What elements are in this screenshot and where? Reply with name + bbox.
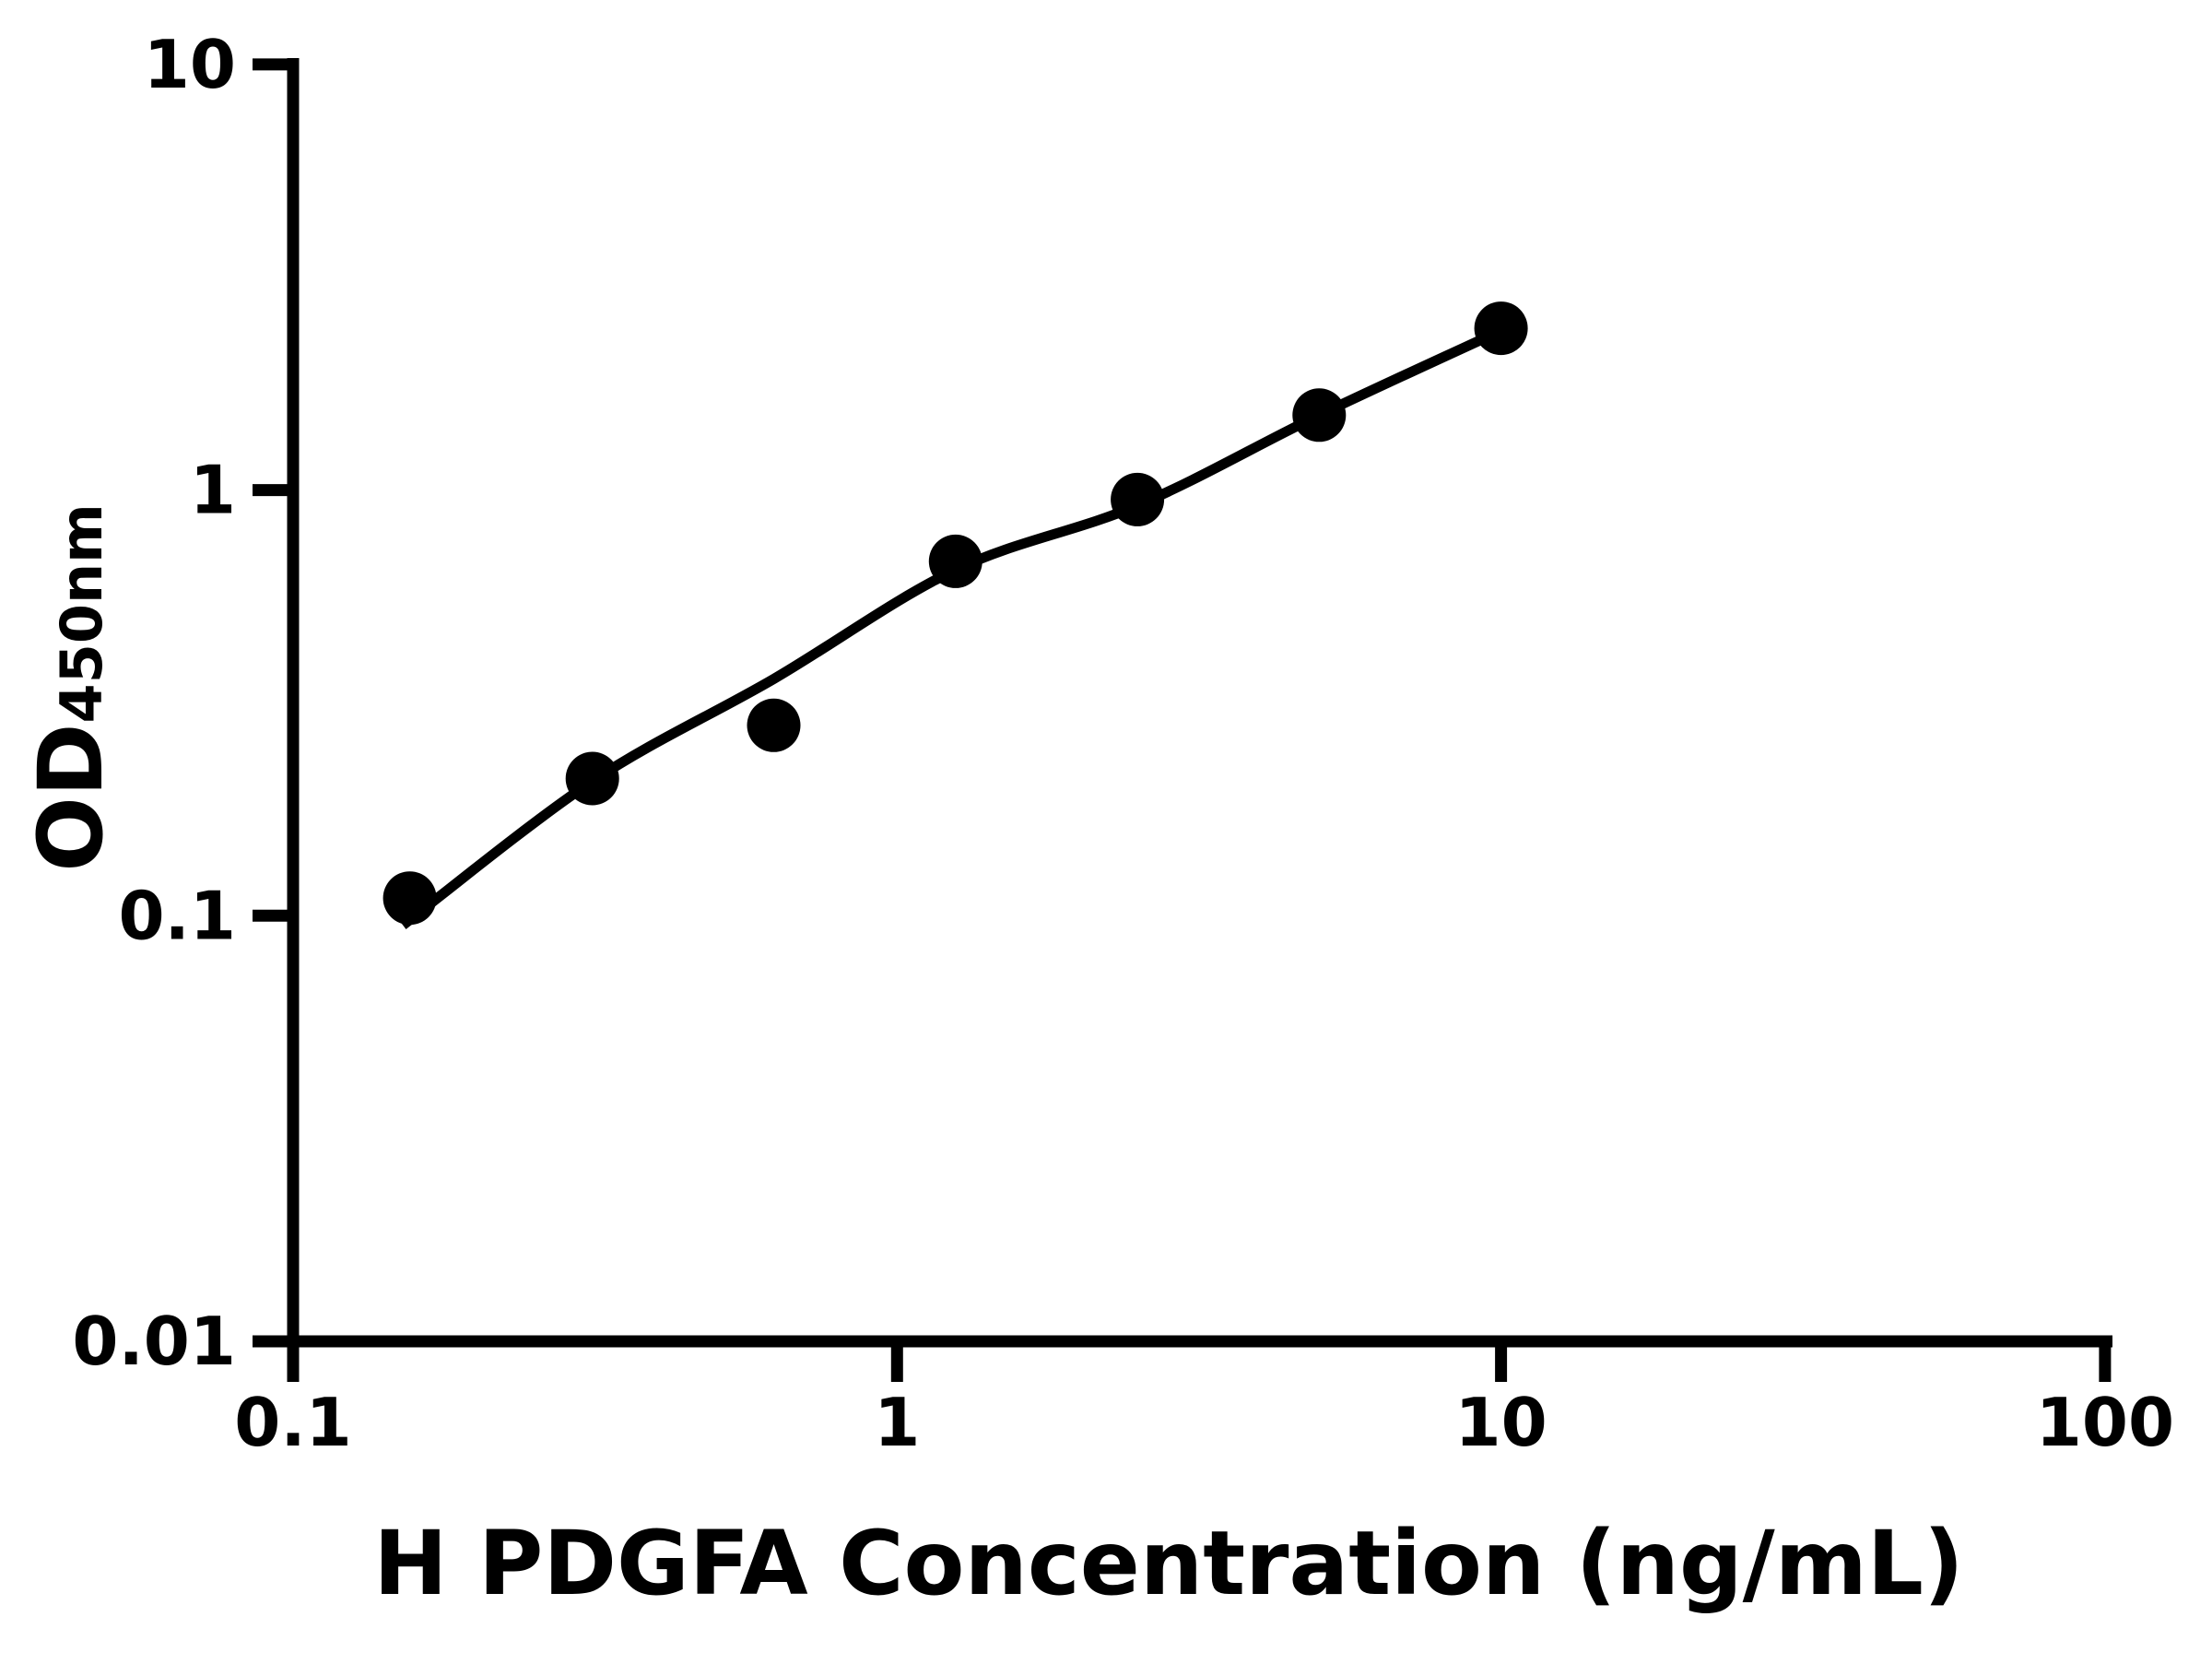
data-point: [1292, 388, 1347, 443]
x-axis-title: H PDGFA Concentration (ng/mL): [373, 1512, 1964, 1615]
y-axis-ticks: [253, 58, 293, 1348]
data-points: [382, 301, 1528, 926]
y-axis-tick-label: 1: [190, 452, 236, 529]
y-axis-tick-label: 0.1: [118, 877, 236, 954]
x-axis-tick-label: 100: [2036, 1384, 2174, 1461]
x-axis-ticks: [287, 1341, 2112, 1382]
y-axis-title: OD450nm: [19, 503, 123, 871]
x-axis-tick-label: 1: [874, 1384, 920, 1461]
x-axis-tick-label: 10: [1454, 1384, 1547, 1461]
data-point: [382, 871, 437, 926]
data-point: [1474, 301, 1528, 356]
y-axis-tick-label: 10: [144, 26, 236, 103]
y-axis-tick-labels: 0.01 0.1 1 10: [72, 26, 236, 1380]
y-axis-title-main: OD: [19, 723, 123, 871]
x-axis-tick-label: 0.1: [234, 1384, 352, 1461]
data-point: [565, 751, 619, 806]
data-point: [1111, 472, 1165, 526]
y-axis-tick-label: 0.01: [72, 1303, 236, 1380]
x-axis-tick-labels: 0.1 1 10 100: [234, 1384, 2174, 1461]
data-point: [747, 698, 801, 752]
y-axis-title-sub: 450nm: [48, 503, 115, 723]
data-point: [928, 534, 982, 588]
